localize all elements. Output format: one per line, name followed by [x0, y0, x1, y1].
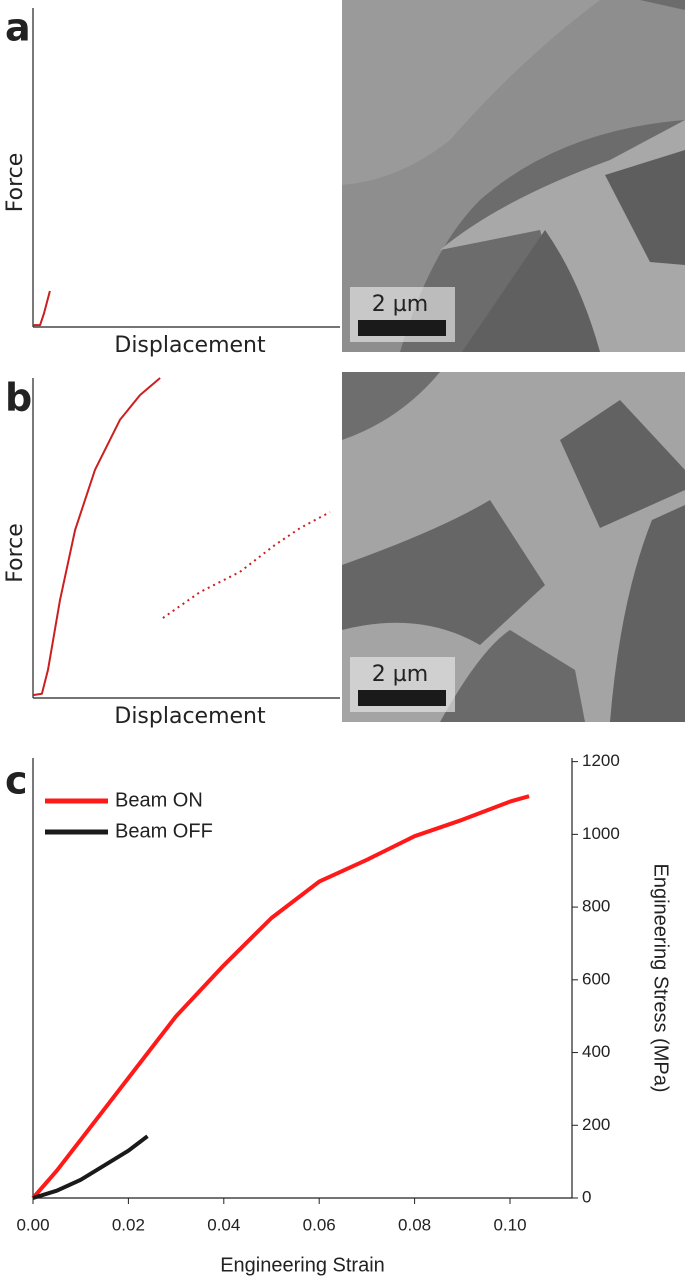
scale-bar-label: 2 µm	[372, 292, 428, 317]
x-axis-title: Engineering Strain	[220, 1254, 385, 1276]
x-tick-label: 0.10	[493, 1215, 526, 1234]
y-axis-title: Force	[3, 153, 28, 213]
data-line	[162, 511, 331, 619]
panel-label: a	[5, 6, 31, 50]
y-tick-label: 600	[582, 969, 610, 988]
data-line	[32, 1134, 149, 1200]
x-axis-title: Displacement	[114, 333, 266, 358]
x-tick-label: 0.04	[207, 1215, 240, 1234]
y-tick-label: 1200	[582, 751, 620, 770]
panel-label: b	[5, 376, 32, 420]
y-tick-label: 400	[582, 1042, 610, 1061]
y-axis-title: Engineering Stress (MPa)	[650, 864, 672, 1093]
x-tick-label: 0.08	[398, 1215, 431, 1234]
legend-label: Beam OFF	[115, 820, 213, 842]
legend-label: Beam ON	[115, 789, 203, 811]
scale-bar-label: 2 µm	[372, 662, 428, 687]
data-line	[33, 290, 51, 327]
data-line	[32, 377, 161, 697]
x-tick-label: 0.02	[112, 1215, 145, 1234]
data-line	[31, 794, 530, 1200]
micrograph	[342, 0, 685, 352]
x-axis-title: Displacement	[114, 704, 266, 729]
panel-label: c	[5, 759, 28, 803]
x-tick-label: 0.00	[16, 1215, 49, 1234]
y-tick-label: 200	[582, 1115, 610, 1134]
x-tick-label: 0.06	[303, 1215, 336, 1234]
y-tick-label: 1000	[582, 824, 620, 843]
y-tick-label: 0	[582, 1187, 591, 1206]
y-axis-title: Force	[3, 523, 28, 583]
y-tick-label: 800	[582, 897, 610, 916]
micrograph	[342, 372, 685, 722]
